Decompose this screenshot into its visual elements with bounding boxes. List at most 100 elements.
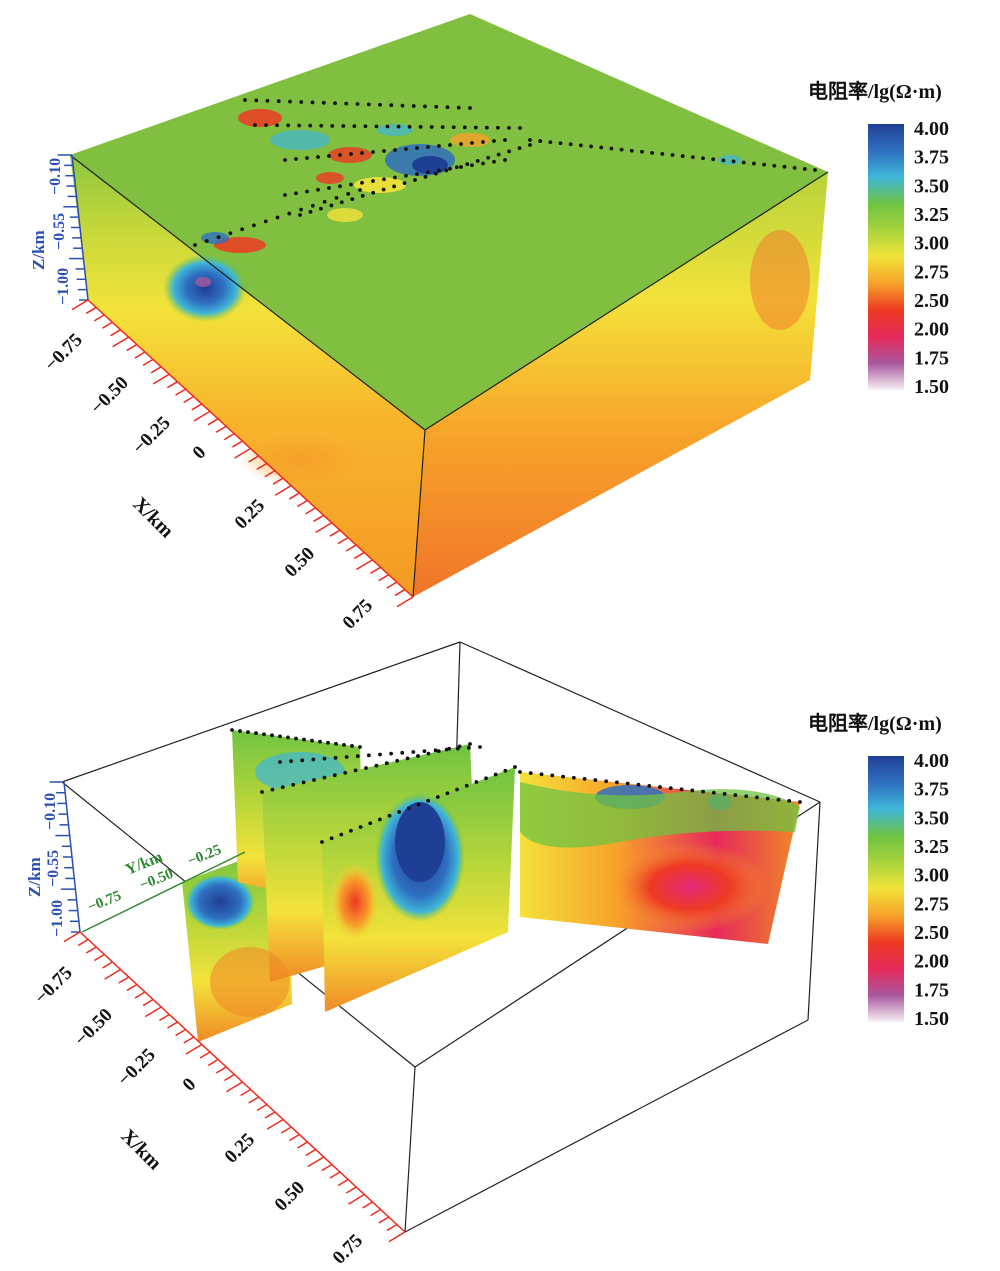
colorbar-tick-label: 2.75 bbox=[914, 893, 949, 915]
station-marker bbox=[456, 105, 461, 110]
station-marker bbox=[538, 139, 543, 143]
station-marker bbox=[238, 729, 242, 733]
station-marker bbox=[355, 754, 360, 759]
z-tick-label: −0.55 bbox=[51, 213, 68, 250]
station-marker bbox=[406, 806, 411, 811]
colorbar-tick-label: 1.50 bbox=[914, 1008, 949, 1030]
colorbar: 电阻率/lg(Ω·m) 4.00 3.75 3.50 3.25 3.00 2.75 2.50… bbox=[808, 79, 949, 398]
axis-tick bbox=[297, 1141, 308, 1149]
axis-tick bbox=[63, 931, 81, 943]
station-marker bbox=[640, 149, 644, 154]
x-tick-label: −0.25 bbox=[114, 1045, 160, 1091]
station-marker bbox=[342, 742, 346, 747]
block-edges bbox=[69, 154, 829, 598]
axis-tick bbox=[394, 588, 406, 597]
station-marker bbox=[297, 123, 302, 128]
station-marker bbox=[333, 755, 338, 760]
axis-tick bbox=[71, 299, 89, 311]
station-marker bbox=[507, 125, 511, 130]
station-marker bbox=[395, 758, 400, 763]
station-marker bbox=[416, 754, 420, 758]
axis-tick bbox=[207, 1058, 219, 1067]
station-marker bbox=[374, 124, 379, 129]
axis-tick bbox=[337, 1178, 349, 1187]
station-marker bbox=[578, 143, 583, 148]
axis-tick bbox=[199, 1051, 211, 1059]
axis-tick bbox=[102, 961, 113, 969]
station-marker bbox=[334, 195, 339, 200]
station-marker bbox=[311, 757, 316, 762]
station-marker bbox=[371, 190, 376, 195]
axis-tick bbox=[118, 976, 130, 984]
station-marker bbox=[528, 771, 533, 776]
axis-tick bbox=[191, 403, 203, 411]
station-marker bbox=[253, 123, 257, 127]
colorbar-tick-label: 3.25 bbox=[914, 204, 949, 226]
station-marker bbox=[470, 141, 474, 145]
station-marker bbox=[263, 219, 268, 224]
station-marker bbox=[722, 792, 727, 796]
station-marker bbox=[204, 239, 209, 243]
station-marker bbox=[701, 156, 705, 161]
axis-tick bbox=[274, 484, 292, 496]
station-marker bbox=[478, 745, 482, 749]
station-marker bbox=[329, 836, 334, 841]
station-marker bbox=[423, 174, 428, 179]
axis-tick bbox=[296, 499, 308, 508]
axis-tick bbox=[85, 946, 97, 954]
axis-tick bbox=[215, 425, 227, 433]
station-marker bbox=[349, 828, 353, 833]
station-marker bbox=[680, 154, 685, 158]
station-marker bbox=[411, 104, 416, 108]
colorbar-tick-label: 3.50 bbox=[914, 175, 949, 197]
x-tick-label: −0.50 bbox=[87, 373, 133, 419]
station-marker bbox=[484, 125, 489, 130]
station-marker bbox=[701, 789, 705, 794]
station-marker bbox=[382, 149, 386, 153]
station-marker bbox=[378, 102, 382, 107]
station-marker bbox=[435, 795, 440, 799]
colorbar-title: 电阻率/lg(Ω·m) bbox=[808, 711, 942, 735]
station-marker bbox=[418, 124, 423, 129]
station-marker bbox=[731, 159, 736, 164]
station-marker bbox=[310, 203, 315, 208]
station-marker bbox=[378, 817, 382, 822]
colorbar-tick-label: 2.50 bbox=[914, 922, 949, 944]
front-face-blue-anomaly bbox=[163, 254, 247, 322]
station-marker bbox=[387, 813, 392, 818]
z-tick-label: −1.00 bbox=[49, 900, 66, 937]
station-marker bbox=[396, 124, 401, 129]
z-tick-label: −0.10 bbox=[42, 793, 59, 830]
x-tick-label: 0.50 bbox=[281, 543, 319, 581]
station-marker bbox=[802, 167, 807, 171]
axis-tick bbox=[388, 1231, 406, 1243]
station-marker bbox=[475, 159, 480, 163]
station-marker bbox=[561, 774, 565, 779]
station-marker bbox=[503, 138, 507, 142]
station-marker bbox=[454, 165, 459, 170]
station-marker bbox=[492, 139, 496, 143]
colorbar-tick-label: 2.00 bbox=[914, 319, 949, 341]
axis-tick bbox=[158, 1013, 170, 1022]
station-marker bbox=[496, 152, 501, 157]
station-marker bbox=[481, 140, 485, 144]
station-marker bbox=[360, 151, 364, 155]
station-marker bbox=[650, 150, 655, 155]
station-marker bbox=[765, 796, 770, 801]
x-tick-label: −0.75 bbox=[41, 330, 87, 376]
station-marker bbox=[679, 787, 684, 792]
station-marker bbox=[492, 159, 496, 164]
station-marker bbox=[486, 155, 491, 160]
axis-tick bbox=[85, 306, 97, 315]
axis-tick bbox=[305, 507, 316, 515]
station-marker bbox=[772, 163, 777, 168]
station-marker bbox=[416, 802, 421, 807]
station-marker bbox=[792, 165, 797, 170]
station-marker bbox=[462, 125, 467, 130]
station-marker bbox=[280, 785, 285, 790]
station-marker bbox=[278, 734, 282, 739]
axis-tick bbox=[175, 1028, 187, 1037]
station-marker bbox=[658, 785, 662, 789]
colorbar-tick-label: 1.75 bbox=[914, 979, 949, 1001]
station-marker bbox=[393, 148, 397, 152]
